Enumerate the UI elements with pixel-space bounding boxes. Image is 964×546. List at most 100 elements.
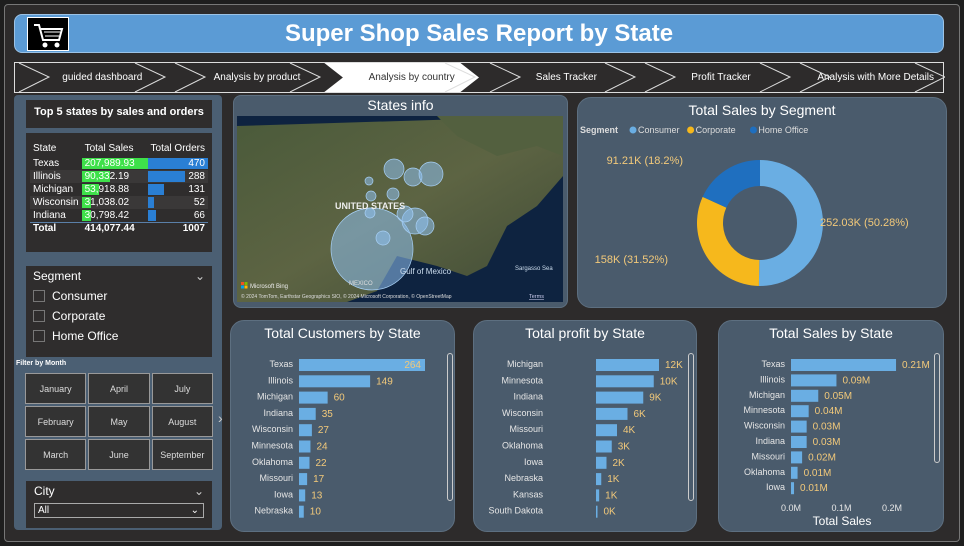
category-label: Missouri	[259, 473, 293, 483]
segment-option-corporate[interactable]: Corporate	[33, 309, 205, 323]
bar-value-label: 12K	[665, 360, 683, 371]
table-row[interactable]: Texas 207,989.93 470	[30, 157, 208, 170]
bar-minnesota[interactable]	[596, 375, 654, 388]
table-row[interactable]: Michigan 53,918.88 131	[30, 183, 208, 196]
nav-analysis-more-details[interactable]: Analysis with More Details	[788, 63, 943, 92]
map-bubble[interactable]	[418, 161, 444, 187]
checkbox[interactable]	[33, 330, 45, 342]
month-button-july[interactable]: July	[151, 373, 213, 404]
category-label: Illinois	[760, 374, 786, 384]
map-bubble[interactable]	[364, 176, 374, 186]
map-bubble[interactable]	[364, 207, 376, 219]
month-button-may[interactable]: May	[88, 406, 150, 437]
sales-value: 90,332.19	[84, 171, 130, 182]
nav-analysis-by-country[interactable]: Analysis by country	[324, 63, 480, 92]
segment-option-consumer[interactable]: Consumer	[33, 289, 205, 303]
map-bubble[interactable]	[415, 216, 435, 236]
city-dropdown[interactable]: All ⌄	[34, 503, 204, 518]
month-button-january[interactable]: January	[25, 373, 87, 404]
bar-iowa[interactable]	[596, 456, 607, 469]
col-total-sales[interactable]: Total Sales	[84, 142, 134, 154]
bar-minnesota[interactable]	[299, 440, 311, 453]
nav-label: Analysis by country	[368, 72, 455, 83]
map-bubble[interactable]	[375, 230, 391, 246]
bar-texas[interactable]	[299, 359, 425, 371]
month-button-march[interactable]: March	[25, 439, 87, 470]
bar-michigan[interactable]	[791, 389, 819, 402]
chevron-right-icon[interactable]: ›	[218, 410, 223, 426]
col-state[interactable]: State	[33, 142, 57, 154]
bar-illinois[interactable]	[299, 375, 371, 388]
map-terms-link[interactable]: Terms	[529, 294, 544, 300]
states-map[interactable]: UNITED STATES Gulf of Mexico Sargasso Se…	[237, 116, 563, 302]
bar-value-label: 149	[376, 376, 393, 387]
bar-illinois[interactable]	[791, 374, 837, 387]
category-label: Texas	[269, 359, 293, 369]
nav-sales-tracker[interactable]: Sales Tracker	[479, 63, 634, 92]
nav-profit-tracker[interactable]: Profit Tracker	[634, 63, 789, 92]
sales-by-segment-card: Total Sales by Segment Segment Consumer C…	[577, 97, 947, 308]
bar-value-label: 0K	[604, 507, 617, 518]
month-button-april[interactable]: April	[88, 373, 150, 404]
bar-michigan[interactable]	[596, 359, 659, 371]
bar-missouri[interactable]	[299, 473, 308, 486]
bar-iowa[interactable]	[299, 489, 306, 502]
table-row[interactable]: Illinois 90,332.19 288	[30, 170, 208, 183]
bar-south-dakota[interactable]	[596, 505, 598, 518]
donut-slice-corporate[interactable]	[697, 196, 760, 286]
bar-missouri[interactable]	[596, 424, 617, 437]
chevron-down-icon[interactable]: ⌄	[193, 484, 204, 498]
map-bubble[interactable]	[383, 158, 405, 180]
scrollbar[interactable]	[688, 353, 694, 501]
month-button-june[interactable]: June	[88, 439, 150, 470]
bar-wisconsin[interactable]	[596, 407, 628, 420]
month-button-september[interactable]: September	[151, 439, 213, 470]
donut-slice-consumer[interactable]	[758, 160, 823, 286]
scrollbar[interactable]	[934, 353, 940, 463]
col-total-orders[interactable]: Total Orders	[150, 142, 205, 154]
category-label: Iowa	[766, 482, 785, 492]
month-button-august[interactable]: August	[151, 406, 213, 437]
nav-guided-dashboard[interactable]: guided dashboard	[15, 63, 170, 92]
bar-wisconsin[interactable]	[299, 424, 312, 437]
legend-item-consumer[interactable]: Consumer	[629, 125, 680, 135]
bar-indiana[interactable]	[791, 436, 807, 448]
map-bubble[interactable]	[386, 187, 400, 201]
bar-kansas[interactable]	[596, 489, 600, 502]
bar-texas[interactable]	[791, 359, 897, 371]
bar-oklahoma[interactable]	[791, 466, 798, 479]
bar-indiana[interactable]	[299, 407, 316, 420]
table-row[interactable]: Indiana 30,798.42 66	[30, 209, 208, 222]
scrollbar[interactable]	[447, 353, 453, 501]
category-label: Michigan	[257, 392, 293, 402]
checkbox[interactable]	[33, 310, 45, 322]
bar-oklahoma[interactable]	[596, 440, 612, 453]
checkbox[interactable]	[33, 290, 45, 302]
bar-nebraska[interactable]	[299, 505, 304, 518]
bar-iowa[interactable]	[791, 482, 795, 495]
legend-item-corporate[interactable]: Corporate	[687, 125, 736, 135]
segment-option-home-office[interactable]: Home Office	[33, 329, 205, 343]
bar-wisconsin[interactable]	[791, 420, 807, 433]
map-bubble[interactable]	[396, 205, 414, 223]
table-row[interactable]: Wisconsin 31,038.02 52	[30, 196, 208, 209]
bar-value-label: 3K	[618, 442, 631, 453]
nav-analysis-by-product[interactable]: Analysis by product	[170, 63, 325, 92]
orders-databar	[147, 184, 165, 195]
map-bubble-texas[interactable]	[330, 207, 414, 291]
bar-michigan[interactable]	[299, 391, 328, 404]
legend-label: Consumer	[638, 125, 680, 135]
bar-value-label: 9K	[649, 393, 662, 404]
chevron-down-icon[interactable]: ⌄	[194, 269, 205, 283]
month-button-february[interactable]: February	[25, 406, 87, 437]
orders-databar	[147, 210, 157, 221]
bar-nebraska[interactable]	[596, 473, 602, 486]
bar-oklahoma[interactable]	[299, 456, 310, 469]
map-bubble[interactable]	[365, 190, 377, 202]
legend-item-home-office[interactable]: Home Office	[749, 125, 808, 135]
category-label: Missouri	[751, 451, 785, 461]
donut-slice-home-office[interactable]	[702, 160, 760, 208]
bar-indiana[interactable]	[596, 391, 644, 404]
bar-minnesota[interactable]	[791, 405, 809, 418]
bar-missouri[interactable]	[791, 451, 803, 464]
